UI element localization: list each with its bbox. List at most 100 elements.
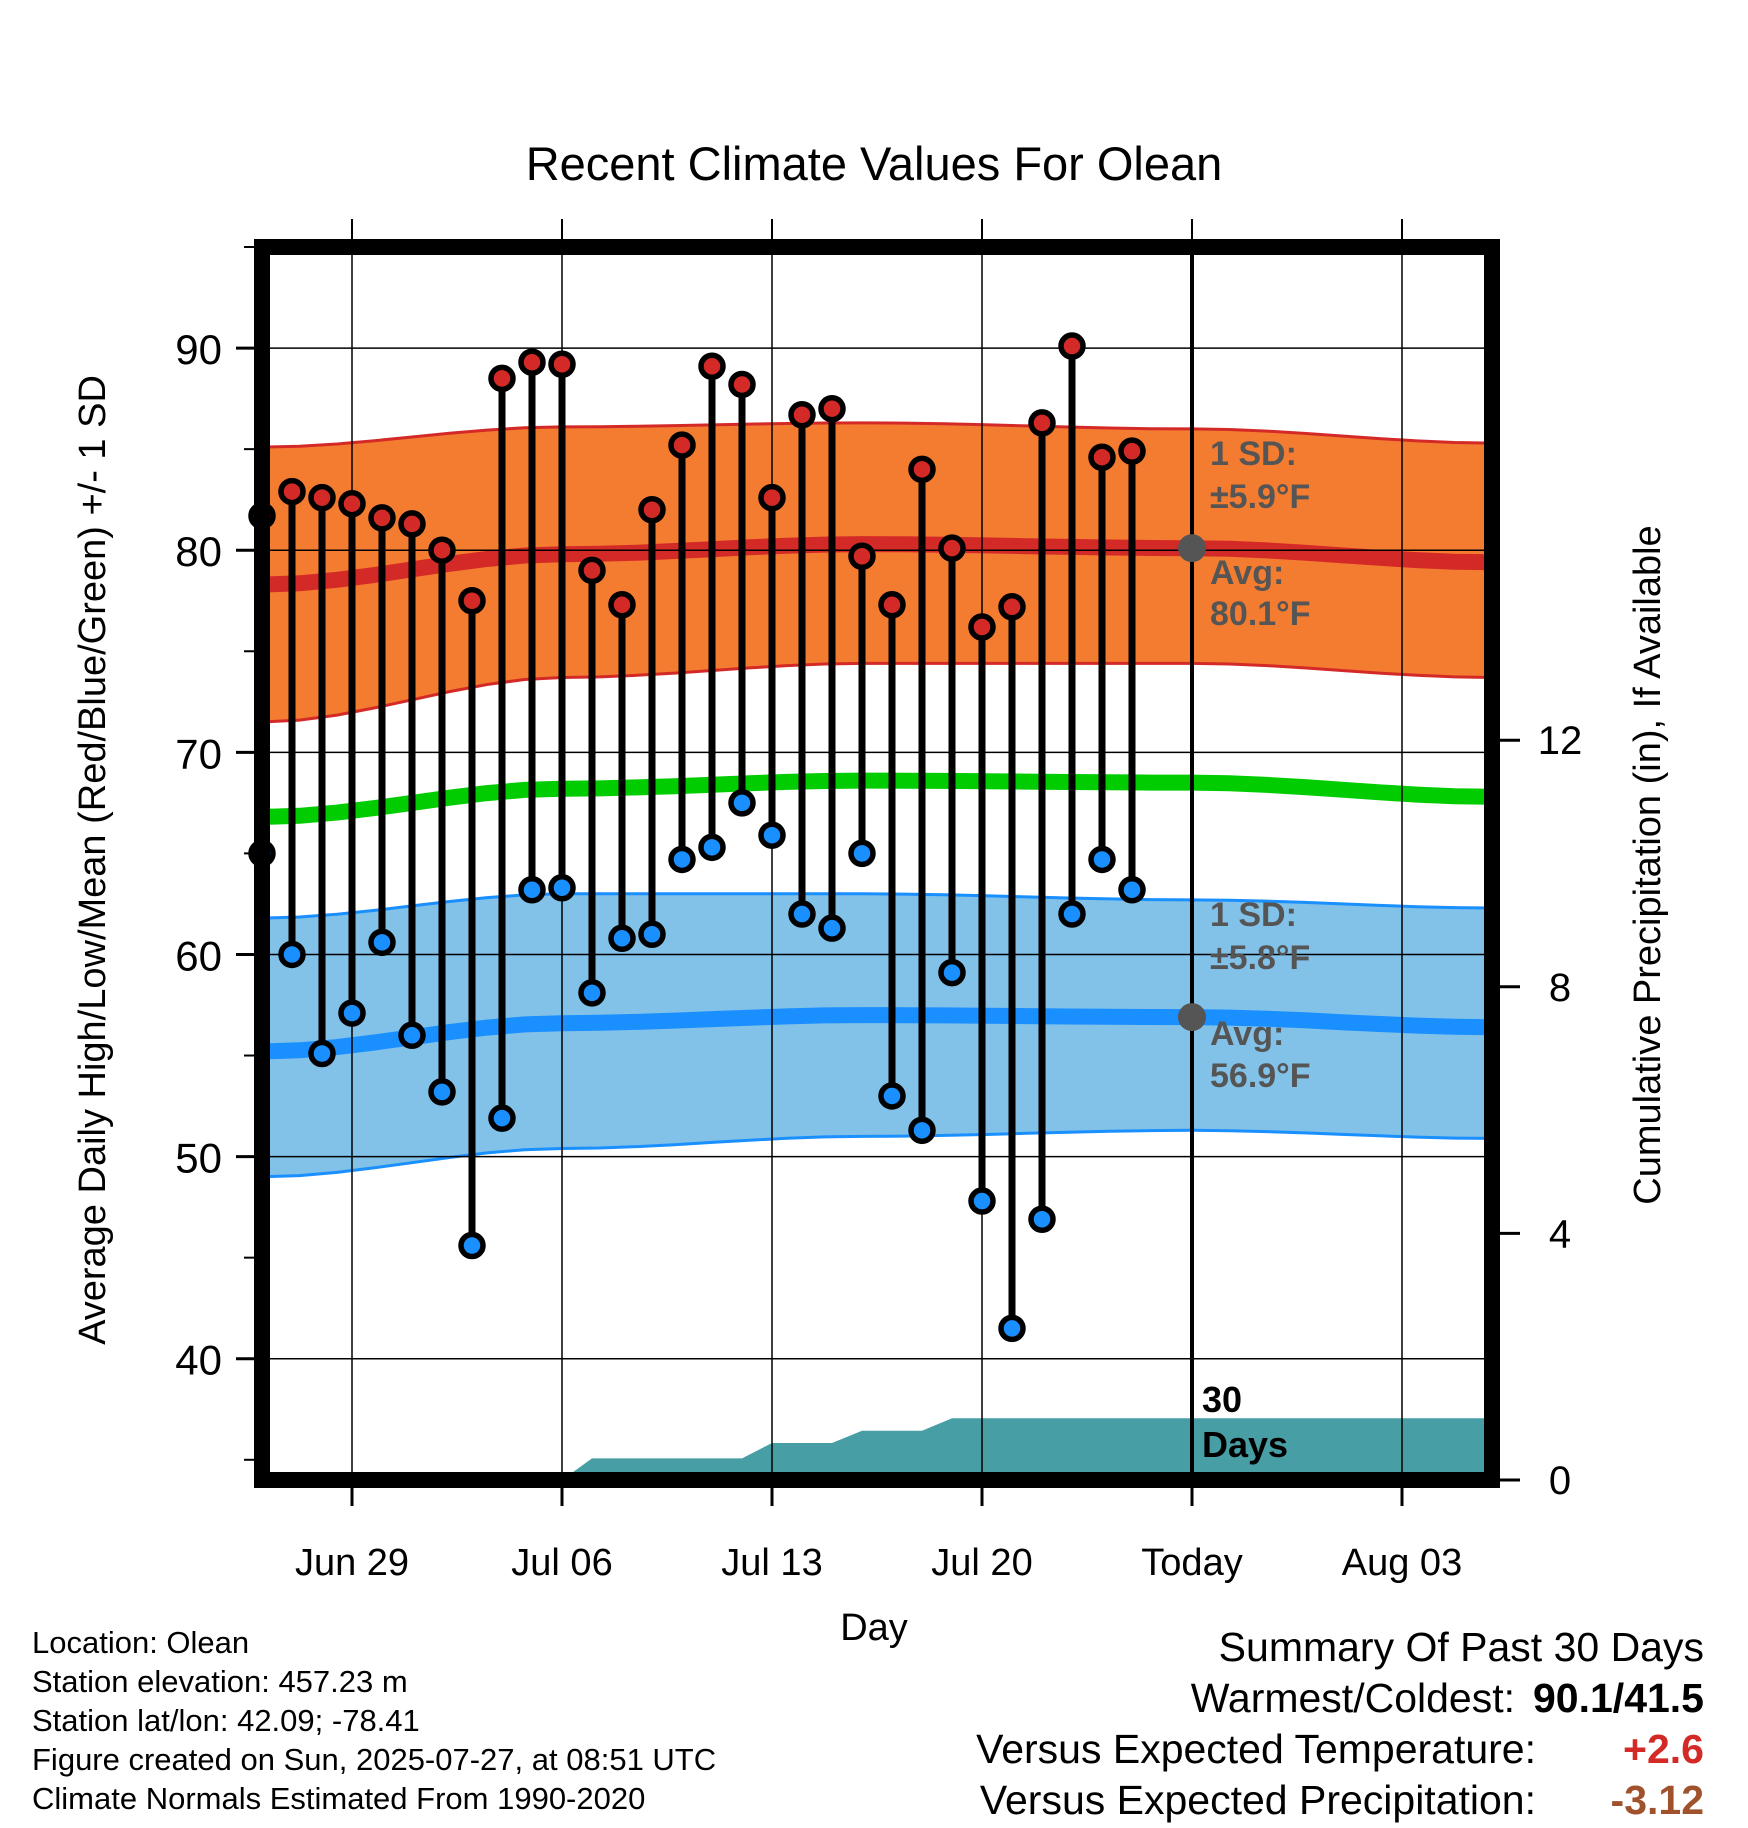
temp-label: Versus Expected Temperature: [976, 1726, 1536, 1772]
y2-axis-label: Cumulative Precipitation (in), If Availa… [1627, 525, 1669, 1204]
daily-low-point [1118, 876, 1146, 904]
daily-low-point [608, 924, 636, 953]
daily-low-point [308, 1039, 336, 1068]
latlon-text: Station lat/lon: 42.09; -78.41 [32, 1703, 420, 1738]
x-tick-label: Jun 29 [295, 1542, 409, 1584]
daily-high-point [1058, 332, 1086, 360]
elevation-text: Station elevation: 457.23 m [32, 1664, 408, 1699]
daily-low-point [818, 914, 846, 942]
daily-high-point [818, 394, 846, 423]
low-band-upper-edge [262, 892, 1492, 920]
precip-area [262, 1418, 1492, 1480]
x-axis-label: Day [840, 1607, 908, 1649]
daily-low-point [788, 900, 816, 928]
x-tick-label: Aug 03 [1342, 1542, 1462, 1584]
daily-high-point [788, 401, 816, 429]
low-avg-value: 56.9°F [1210, 1057, 1311, 1095]
high-sd-title: 1 SD: [1210, 435, 1297, 473]
y2-tick-label: 4 [1549, 1212, 1571, 1256]
warm-cold-value: 90.1/41.5 [1533, 1675, 1704, 1721]
summary-heading: Summary Of Past 30 Days [1218, 1624, 1704, 1670]
created-text: Figure created on Sun, 2025-07-27, at 08… [32, 1742, 717, 1777]
precip-label: Versus Expected Precipitation: [979, 1777, 1536, 1823]
daily-low-point [458, 1231, 486, 1260]
y2-tick-label: 0 [1549, 1459, 1571, 1503]
daily-high-point [848, 542, 876, 571]
daily-low-point [488, 1104, 516, 1132]
summary-temp-row: Versus Expected Temperature: +2.6 [976, 1724, 1704, 1775]
x-tick-label: Jul 20 [931, 1542, 1032, 1584]
daily-high-point [998, 593, 1026, 621]
daily-high-point [908, 455, 936, 484]
daily-high-point [938, 534, 966, 562]
daily-low-point [1028, 1205, 1056, 1234]
window-label-number: 30 [1202, 1379, 1242, 1420]
low-sd-title: 1 SD: [1210, 896, 1297, 934]
daily-low-point [998, 1314, 1026, 1343]
low-sd-band [262, 893, 1492, 1177]
daily-high-point [488, 364, 516, 393]
daily-high-point [1028, 409, 1056, 437]
daily-low-point [668, 845, 696, 874]
avg-mean-line [262, 772, 1492, 825]
daily-high-point [1088, 443, 1116, 471]
daily-low-point [848, 839, 876, 868]
x-tick-label: Jul 13 [721, 1542, 822, 1584]
daily-low-point [878, 1082, 906, 1110]
daily-low-point [428, 1078, 456, 1106]
daily-high-point [698, 352, 726, 381]
daily-high-point [758, 483, 786, 512]
daily-high-point [878, 591, 906, 619]
y-tick-label: 60 [175, 932, 222, 979]
summary-precip-row: Versus Expected Precipitation: -3.12 [976, 1775, 1704, 1826]
daily-low-point [908, 1116, 936, 1145]
daily-low-point [758, 821, 786, 849]
low-avg-today-marker [1178, 1003, 1206, 1032]
daily-low-point [1088, 845, 1116, 874]
daily-low-point [338, 999, 366, 1027]
y-tick-label: 70 [175, 730, 222, 777]
y2-tick-label: 12 [1538, 719, 1583, 763]
daily-low-point [518, 876, 546, 904]
daily-high-point [968, 613, 996, 641]
warm-cold-label: Warmest/Coldest: [1190, 1675, 1515, 1721]
daily-high-point [638, 496, 666, 524]
daily-low-point [368, 928, 396, 957]
daily-low-point [398, 1021, 426, 1050]
daily-high-point [278, 477, 306, 506]
precip-value: -3.12 [1610, 1777, 1704, 1823]
summary-warm-cold-row: Warmest/Coldest: 90.1/41.5 [976, 1673, 1704, 1724]
chart-title: Recent Climate Values For Olean [526, 137, 1223, 190]
daily-high-point [368, 504, 396, 532]
avg-low-line [262, 1007, 1492, 1060]
x-tick-label: Jul 06 [511, 1542, 612, 1584]
daily-low-point [698, 833, 726, 862]
daily-high-point [1118, 437, 1146, 465]
daily-low-point [968, 1187, 996, 1215]
low-sd-value: ±5.8°F [1210, 939, 1310, 977]
station-info: Location: Olean Station elevation: 457.2… [32, 1623, 716, 1818]
high-avg-value: 80.1°F [1210, 595, 1311, 633]
daily-high-point [548, 350, 576, 378]
y2-tick-label: 8 [1549, 966, 1571, 1010]
daily-high-point [668, 431, 696, 459]
y-tick-label: 40 [175, 1337, 222, 1384]
high-avg-title: Avg: [1210, 554, 1284, 592]
daily-high-point [578, 556, 606, 585]
daily-high-point [428, 536, 456, 564]
y-tick-label: 80 [175, 528, 222, 575]
y-axis-label: Average Daily High/Low/Mean (Red/Blue/Gr… [72, 375, 114, 1345]
daily-low-point [728, 789, 756, 817]
daily-high-point [518, 348, 546, 376]
temp-value: +2.6 [1623, 1726, 1704, 1772]
y-tick-label: 50 [175, 1135, 222, 1182]
daily-high-point [608, 591, 636, 619]
high-band-upper-edge [262, 421, 1492, 449]
location-text: Location: Olean [32, 1625, 250, 1660]
daily-low-point [1058, 900, 1086, 928]
high-sd-value: ±5.9°F [1210, 478, 1310, 516]
daily-high-point [308, 483, 336, 512]
summary-panel: Summary Of Past 30 Days Warmest/Coldest:… [976, 1622, 1704, 1826]
daily-high-point [338, 489, 366, 518]
